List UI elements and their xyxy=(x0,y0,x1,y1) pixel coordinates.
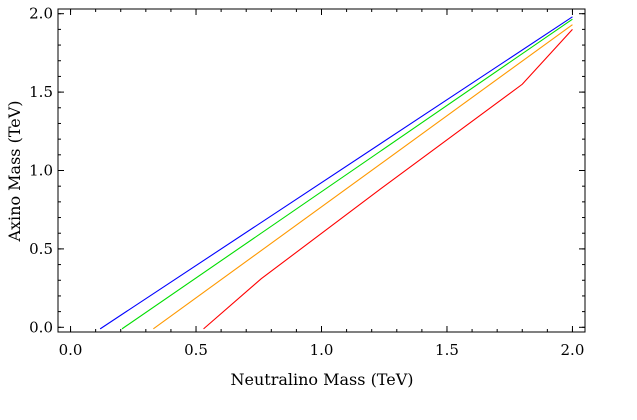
axis-ticks xyxy=(58,9,585,332)
y-axis-label: Axino Mass (TeV) xyxy=(5,100,24,242)
x-tick-label: 1.0 xyxy=(310,341,334,359)
x-tick-label: 1.5 xyxy=(435,341,459,359)
y-tick-label: 0.0 xyxy=(29,318,53,336)
y-tick-label: 2.0 xyxy=(29,5,53,23)
x-tick-label: 0.0 xyxy=(59,341,83,359)
x-tick-label: 2.0 xyxy=(561,341,585,359)
y-tick-label: 1.0 xyxy=(29,162,53,180)
y-tick-label: 1.5 xyxy=(29,83,53,101)
y-tick-labels: 0.0 0.5 1.0 1.5 2.0 xyxy=(29,5,53,337)
plot-frame xyxy=(57,8,586,333)
series-line-orange xyxy=(153,24,573,330)
series-lines xyxy=(99,16,573,330)
x-tick-labels: 0.0 0.5 1.0 1.5 2.0 xyxy=(59,341,585,359)
series-line-green xyxy=(121,18,573,330)
x-tick-label: 0.5 xyxy=(184,341,208,359)
series-line-red xyxy=(203,29,573,330)
series-line-blue xyxy=(99,16,573,330)
x-axis-label: Neutralino Mass (TeV) xyxy=(230,370,413,389)
y-tick-label: 0.5 xyxy=(29,240,53,258)
